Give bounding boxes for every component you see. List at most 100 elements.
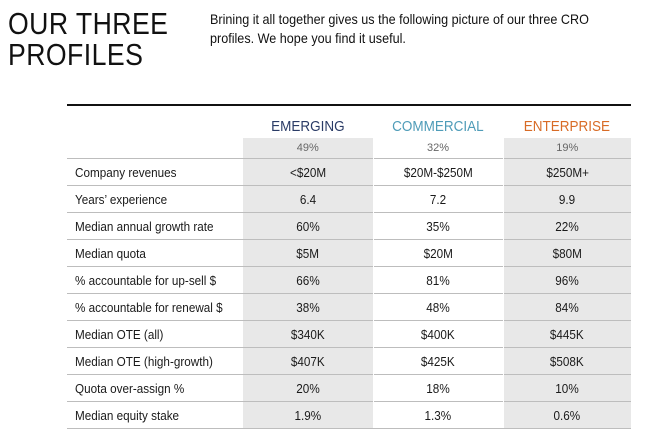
cell-enterprise: 0.6% bbox=[502, 401, 631, 429]
row-label-text: Years’ experience bbox=[75, 191, 168, 207]
share-row: 49% 32% 19% bbox=[67, 138, 631, 159]
row-label: % accountable for up-sell $ bbox=[67, 266, 243, 294]
share-enterprise: 19% bbox=[502, 138, 631, 159]
cell-enterprise: $80M bbox=[502, 239, 631, 267]
table-row: Years’ experience 6.4 7.2 9.9 bbox=[67, 185, 631, 213]
cell-enterprise-value: $80M bbox=[552, 245, 582, 261]
row-label: Median quota bbox=[67, 239, 243, 267]
cell-enterprise: 9.9 bbox=[502, 185, 631, 213]
table-row: Median OTE (all) $340K $400K $445K bbox=[67, 320, 631, 348]
cell-emerging: <$20M bbox=[243, 158, 374, 186]
cell-enterprise-value: 96% bbox=[555, 272, 579, 288]
cell-emerging: $340K bbox=[243, 320, 374, 348]
page-title-line-1: OUR THREE bbox=[8, 6, 169, 41]
cell-emerging-value: 1.9% bbox=[294, 407, 322, 423]
cell-enterprise: 22% bbox=[502, 212, 631, 240]
cell-commercial-value: $20M bbox=[423, 245, 453, 261]
cell-enterprise: 10% bbox=[502, 374, 631, 402]
row-label-text: % accountable for renewal $ bbox=[75, 299, 223, 315]
cell-commercial-value: 35% bbox=[426, 218, 450, 234]
cell-enterprise-value: 9.9 bbox=[559, 191, 576, 207]
cell-enterprise: 96% bbox=[502, 266, 631, 294]
table-body: Company revenues <$20M $20M-$250M $250M+ Yea… bbox=[67, 158, 631, 429]
cell-commercial-value: 81% bbox=[426, 272, 450, 288]
cell-emerging: 60% bbox=[243, 212, 374, 240]
cell-emerging: $407K bbox=[243, 347, 374, 375]
row-label: Quota over-assign % bbox=[67, 374, 243, 402]
row-label: Company revenues bbox=[67, 158, 243, 186]
header-emerging: EMERGING bbox=[243, 106, 373, 138]
cell-commercial-value: 18% bbox=[426, 380, 450, 396]
cell-emerging: $5M bbox=[243, 239, 374, 267]
row-label-text: Median equity stake bbox=[75, 407, 180, 423]
header-commercial-label: COMMERCIAL bbox=[392, 118, 484, 135]
row-label: Years’ experience bbox=[67, 185, 243, 213]
cell-enterprise-value: 10% bbox=[555, 380, 579, 396]
cell-emerging: 6.4 bbox=[243, 185, 374, 213]
cell-emerging-value: 66% bbox=[296, 272, 320, 288]
table-row: Quota over-assign % 20% 18% 10% bbox=[67, 374, 631, 402]
row-label-text: % accountable for up-sell $ bbox=[75, 272, 217, 288]
row-label-text: Company revenues bbox=[75, 164, 177, 180]
cell-enterprise: $508K bbox=[502, 347, 631, 375]
cell-commercial-value: 1.3% bbox=[424, 407, 452, 423]
cell-enterprise-value: 0.6% bbox=[553, 407, 581, 423]
cell-enterprise-value: $250M+ bbox=[545, 164, 589, 180]
cell-emerging: 38% bbox=[243, 293, 374, 321]
intro-text: Brining it all together gives us the fol… bbox=[210, 10, 589, 48]
cro-profiles-table: EMERGING COMMERCIAL ENTERPRISE 49% 32% 1… bbox=[67, 104, 631, 429]
cell-emerging-value: 6.4 bbox=[299, 191, 316, 207]
cell-emerging-value: 38% bbox=[296, 299, 320, 315]
table-row: Median OTE (high-growth) $407K $425K $508K bbox=[67, 347, 631, 375]
cell-enterprise: $445K bbox=[502, 320, 631, 348]
cell-enterprise-value: 22% bbox=[555, 218, 579, 234]
cell-enterprise-value: $445K bbox=[550, 326, 585, 342]
cell-emerging-value: <$20M bbox=[289, 164, 326, 180]
cell-emerging: 20% bbox=[243, 374, 374, 402]
share-emerging: 49% bbox=[243, 138, 374, 159]
table-row: % accountable for renewal $ 38% 48% 84% bbox=[67, 293, 631, 321]
cell-commercial: 81% bbox=[373, 266, 503, 294]
row-label-text: Median OTE (all) bbox=[75, 326, 164, 342]
profiles-table: EMERGING COMMERCIAL ENTERPRISE 49% 32% 1… bbox=[67, 106, 631, 429]
row-label-text: Median annual growth rate bbox=[75, 218, 214, 234]
table-row: Median annual growth rate 60% 35% 22% bbox=[67, 212, 631, 240]
cell-commercial-value: $400K bbox=[421, 326, 455, 342]
row-label-text: Quota over-assign % bbox=[75, 380, 185, 396]
header-empty-cell bbox=[67, 106, 243, 138]
row-label-text: Median quota bbox=[75, 245, 146, 261]
row-label: Median OTE (high-growth) bbox=[67, 347, 243, 375]
cell-emerging: 1.9% bbox=[243, 401, 374, 429]
cell-emerging-value: 20% bbox=[296, 380, 320, 396]
cell-commercial: 35% bbox=[373, 212, 503, 240]
cell-enterprise-value: $508K bbox=[550, 353, 585, 369]
share-commercial: 32% bbox=[426, 142, 450, 154]
row-label: Median annual growth rate bbox=[67, 212, 243, 240]
cell-commercial: $20M-$250M bbox=[373, 158, 503, 186]
row-label: Median OTE (all) bbox=[67, 320, 243, 348]
row-label-text: Median OTE (high-growth) bbox=[75, 353, 213, 369]
table-row: Median quota $5M $20M $80M bbox=[67, 239, 631, 267]
cell-emerging-value: $340K bbox=[290, 326, 325, 342]
cell-enterprise: 84% bbox=[502, 293, 631, 321]
header-row: EMERGING COMMERCIAL ENTERPRISE bbox=[67, 106, 631, 138]
header-enterprise: ENTERPRISE bbox=[503, 106, 631, 138]
cell-commercial: 7.2 bbox=[373, 185, 503, 213]
header-emerging-label: EMERGING bbox=[271, 118, 345, 135]
header-commercial: COMMERCIAL bbox=[373, 106, 503, 138]
cell-emerging-value: 60% bbox=[296, 218, 320, 234]
share-empty-cell bbox=[67, 138, 243, 159]
cell-commercial: $400K bbox=[373, 320, 503, 348]
table-row: % accountable for up-sell $ 66% 81% 96% bbox=[67, 266, 631, 294]
page-title: OUR THREE PROFILES bbox=[8, 8, 168, 70]
row-label: % accountable for renewal $ bbox=[67, 293, 243, 321]
intro-line-1: Brining it all together gives us the fol… bbox=[210, 11, 589, 27]
cell-commercial: 1.3% bbox=[373, 401, 503, 429]
cell-emerging-value: $5M bbox=[296, 245, 320, 261]
cell-commercial-value: $425K bbox=[421, 353, 455, 369]
page-title-line-2: PROFILES bbox=[8, 37, 144, 72]
cell-enterprise-value: 84% bbox=[555, 299, 579, 315]
cell-commercial: 18% bbox=[373, 374, 503, 402]
row-label: Median equity stake bbox=[67, 401, 243, 429]
table-row: Median equity stake 1.9% 1.3% 0.6% bbox=[67, 401, 631, 429]
